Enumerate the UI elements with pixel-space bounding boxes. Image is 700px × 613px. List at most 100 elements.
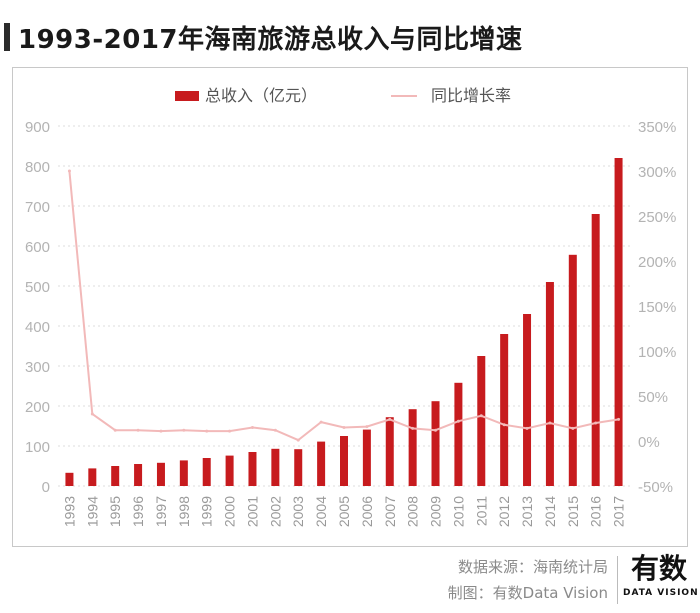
y-right-tick-label: 50% (638, 389, 668, 406)
growth-rate-point (205, 429, 209, 433)
brand-logo-subtitle: DATA VISION (623, 588, 699, 598)
y-right-tick-label: 250% (638, 209, 676, 226)
legend-bar-label: 总收入（亿元） (205, 87, 317, 105)
growth-rate-point (365, 425, 369, 429)
growth-rate-point (525, 426, 529, 430)
x-tick-label: 2003 (290, 496, 306, 527)
growth-rate-point (250, 426, 254, 429)
x-tick-label: 2002 (267, 496, 283, 527)
y-right-tick-label: 150% (638, 299, 676, 316)
x-tick-label: 1998 (176, 496, 192, 527)
growth-rate-point (342, 426, 346, 429)
x-tick-label: 1999 (199, 496, 215, 527)
x-tick-label: 2010 (450, 496, 466, 527)
revenue-bar (568, 254, 577, 486)
chart-credit: 制图：有数Data Vision (447, 584, 608, 602)
growth-rate-point (159, 429, 163, 433)
x-tick-label: 1995 (107, 496, 123, 527)
y-left-tick-label: 100 (25, 439, 50, 456)
x-tick-label: 2000 (222, 496, 238, 527)
growth-rate-point (434, 428, 438, 432)
revenue-bar (385, 417, 394, 486)
revenue-bar (340, 436, 348, 486)
growth-rate-point (411, 426, 415, 430)
revenue-bar (88, 468, 97, 486)
growth-rate-point (273, 428, 277, 432)
revenue-bar (591, 214, 600, 486)
logo-divider (617, 556, 618, 604)
x-tick-label: 2011 (473, 496, 489, 526)
growth-rate-point (67, 169, 71, 173)
y-right-tick-label: 200% (638, 254, 676, 271)
data-source-note: 数据来源：海南统计局 (457, 558, 608, 576)
growth-rate-point (388, 417, 392, 421)
revenue-bar (202, 458, 211, 486)
revenue-bar (362, 429, 371, 486)
growth-rate-point (136, 428, 140, 432)
revenue-bar (431, 401, 440, 486)
y-right-tick-label: -50% (638, 479, 673, 496)
x-tick-label: 2014 (542, 496, 558, 527)
y-right-tick-label: 100% (638, 344, 676, 361)
revenue-bar (477, 356, 486, 486)
y-left-tick-label: 400 (25, 319, 50, 336)
revenue-bar (317, 441, 326, 486)
x-tick-label: 2001 (244, 496, 260, 527)
y-left-tick-label: 900 (25, 119, 50, 136)
x-tick-label: 2005 (336, 496, 352, 527)
revenue-bar (111, 466, 120, 486)
x-tick-label: 2006 (359, 496, 375, 527)
growth-rate-point (113, 428, 117, 432)
growth-rate-point (502, 423, 506, 427)
y-left-tick-label: 800 (25, 159, 50, 176)
chart-title: 1993-2017年海南旅游总收入与同比增速 (18, 24, 523, 55)
revenue-bar (134, 464, 143, 486)
y-left-tick-label: 0 (42, 479, 50, 496)
revenue-bar (65, 472, 74, 486)
x-tick-label: 2017 (611, 496, 627, 527)
revenue-bar (179, 460, 188, 486)
chart-frame: 0 100 200 300 400 500 600 700 800 900 -50% 0% 50% 100… (12, 67, 688, 547)
x-tick-label: 1994 (84, 496, 100, 527)
growth-rate-line (68, 170, 619, 442)
revenue-bar (271, 448, 280, 486)
legend-bar-swatch (175, 91, 199, 101)
x-tick-label: 2013 (519, 496, 535, 527)
growth-rate-point (296, 438, 300, 442)
x-tick-label: 2012 (496, 496, 512, 527)
revenue-bar (408, 409, 417, 486)
x-tick-label: 2008 (405, 496, 421, 527)
title-accent-bar (4, 23, 10, 51)
growth-rate-point (319, 420, 323, 424)
growth-rate-point (479, 414, 483, 418)
legend-line-label: 同比增长率 (431, 87, 511, 105)
x-tick-label: 2015 (565, 496, 581, 527)
growth-rate-point (548, 421, 552, 425)
y-left-tick-label: 200 (25, 399, 50, 416)
x-tick-label: 1996 (130, 496, 146, 527)
y-left-tick-label: 700 (25, 199, 50, 216)
revenue-bar (614, 158, 623, 486)
x-tick-label: 2016 (588, 496, 604, 527)
revenue-bar (225, 455, 234, 486)
y-left-tick-label: 600 (25, 239, 50, 256)
y-right-tick-label: 0% (638, 434, 660, 451)
chart-svg: 0 100 200 300 400 500 600 700 800 900 -50% 0% 50% 100… (25, 87, 676, 527)
revenue-bar (500, 334, 509, 486)
brand-logo: 有数 (630, 552, 687, 585)
growth-rate-point (456, 419, 460, 423)
x-tick-label: 1997 (153, 496, 169, 527)
revenue-bar (523, 314, 532, 486)
y-right-tick-label: 300% (638, 164, 676, 181)
revenue-bar (545, 282, 554, 486)
y-left-tick-label: 500 (25, 279, 50, 296)
x-tick-label: 2007 (382, 496, 398, 527)
growth-rate-point (617, 417, 621, 421)
growth-rate-point (182, 428, 186, 432)
growth-rate-point (571, 426, 575, 430)
growth-rate-point (90, 412, 94, 416)
x-tick-label: 2004 (313, 496, 329, 527)
growth-rate-point (594, 421, 598, 425)
title-bar: 1993-2017年海南旅游总收入与同比增速 (0, 19, 523, 55)
y-left-tick-label: 300 (25, 359, 50, 376)
